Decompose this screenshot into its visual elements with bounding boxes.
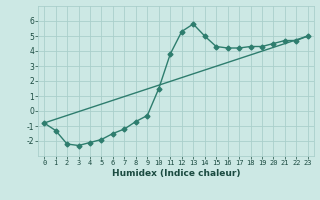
X-axis label: Humidex (Indice chaleur): Humidex (Indice chaleur)	[112, 169, 240, 178]
